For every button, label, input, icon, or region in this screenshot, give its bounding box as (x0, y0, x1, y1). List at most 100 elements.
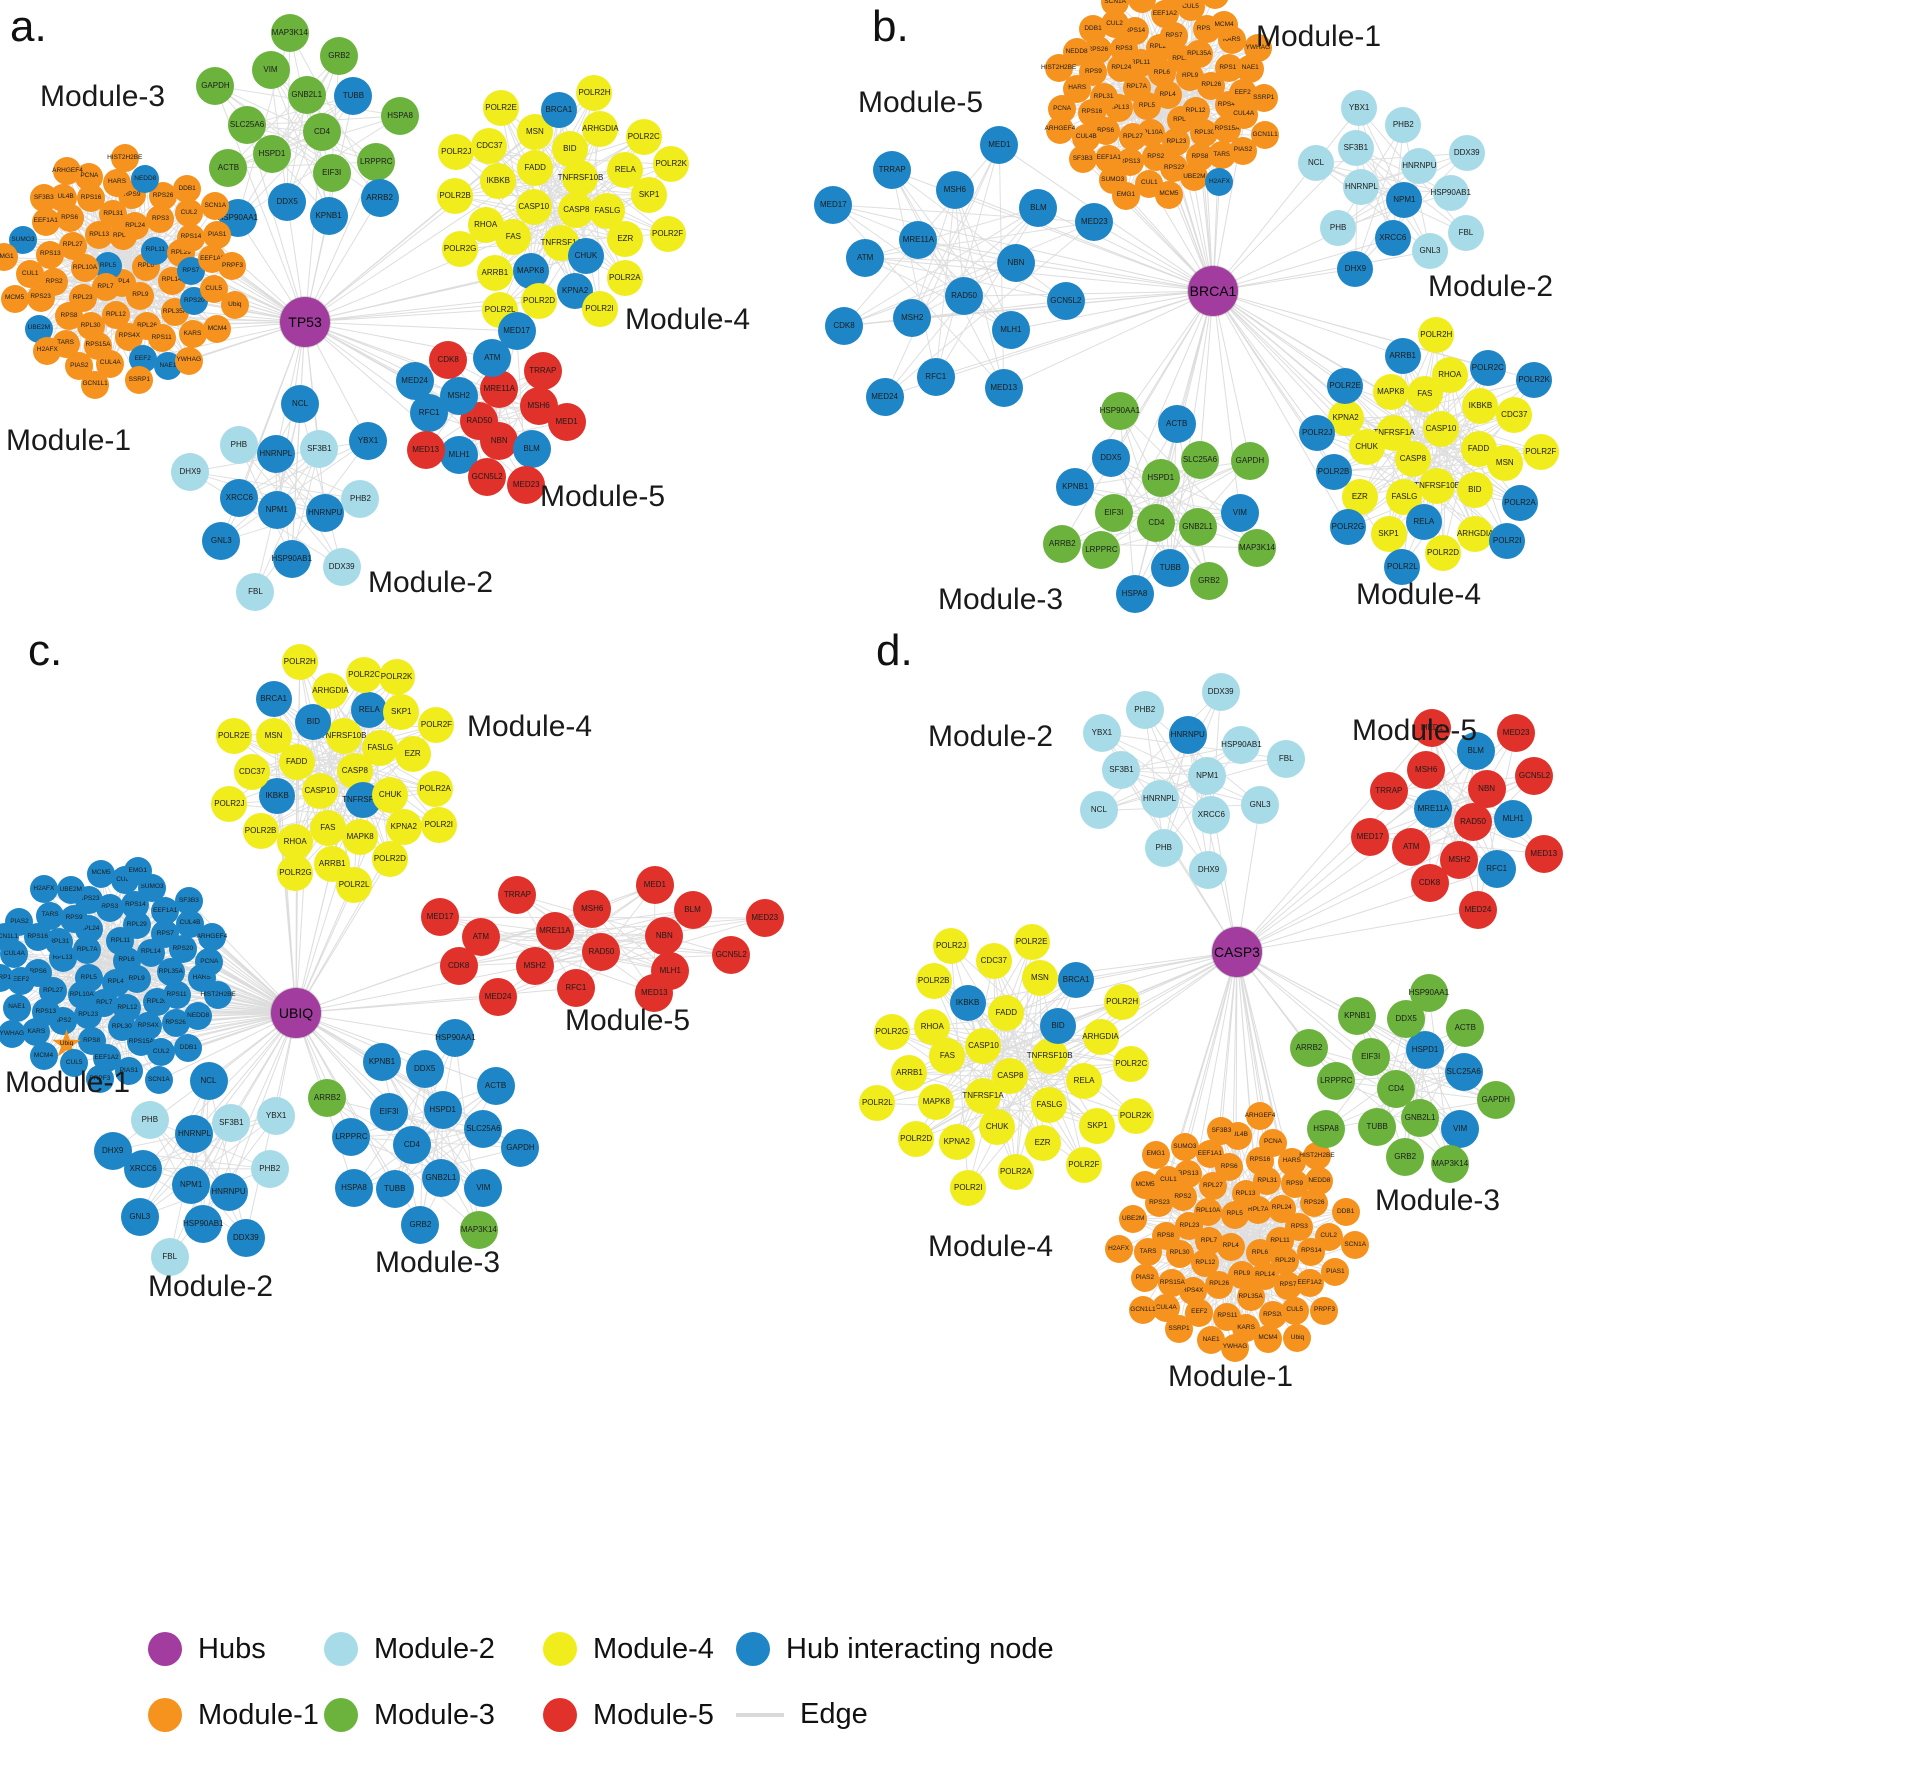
node-CD4[interactable]: CD4 (1137, 504, 1176, 543)
node-MSH6[interactable]: MSH6 (1407, 750, 1446, 789)
node-RFC1[interactable]: RFC1 (1477, 850, 1516, 889)
node-ARHGEF4[interactable]: ARHGEF4 (52, 157, 83, 186)
node-CUL1[interactable]: CUL1 (16, 260, 45, 289)
node-GNL3[interactable]: GNL3 (1411, 233, 1448, 270)
node-POLR2K[interactable]: POLR2K (653, 146, 690, 183)
node-CD4[interactable]: CD4 (392, 1125, 431, 1164)
node-GAPDH[interactable]: GAPDH (1476, 1081, 1515, 1120)
node-ARHGDIA[interactable]: ARHGDIA (1457, 515, 1493, 552)
node-KPNA2[interactable]: KPNA2 (938, 1124, 975, 1161)
node-DDX39[interactable]: DDX39 (1201, 672, 1240, 711)
node-CASP10[interactable]: CASP10 (515, 189, 552, 226)
node-FADD[interactable]: FADD (988, 995, 1025, 1032)
node-HNRNPU[interactable]: HNRNPU (306, 493, 345, 532)
node-BRCA1[interactable]: BRCA1 (1058, 961, 1095, 998)
node-HSPD1[interactable]: HSPD1 (252, 135, 291, 174)
node-ARRB2[interactable]: ARRB2 (1290, 1028, 1329, 1067)
node-TUBB[interactable]: TUBB (1358, 1107, 1397, 1146)
node-SKP1[interactable]: SKP1 (1370, 515, 1407, 552)
node-RPS16[interactable]: RPS16 (1078, 98, 1107, 127)
node-TRRAP[interactable]: TRRAP (1369, 771, 1408, 810)
node-POLR2B[interactable]: POLR2B (242, 813, 279, 850)
node-MRE11A[interactable]: MRE11A (480, 370, 519, 409)
node-BID[interactable]: BID (295, 703, 332, 740)
node-MED24[interactable]: MED24 (865, 377, 904, 416)
node-PIAS2[interactable]: PIAS2 (1130, 1264, 1159, 1293)
node-MCM4[interactable]: MCM4 (1253, 1324, 1282, 1353)
node-NCL[interactable]: NCL (1298, 145, 1335, 182)
node-DDB1[interactable]: DDB1 (1331, 1198, 1360, 1227)
node-EMG1[interactable]: EMG1 (1141, 1140, 1170, 1169)
node-ARRB2[interactable]: ARRB2 (360, 178, 399, 217)
node-MAP3K14[interactable]: MAP3K14 (459, 1210, 498, 1249)
node-GRB2[interactable]: GRB2 (401, 1206, 440, 1245)
node-POLR2G[interactable]: POLR2G (873, 1013, 910, 1050)
node-NEDD8[interactable]: NEDD8 (131, 164, 160, 193)
node-HNRNPL[interactable]: HNRNPL (1140, 779, 1179, 818)
node-RPL23[interactable]: RPL23 (74, 1000, 103, 1029)
node-POLR2I[interactable]: POLR2I (581, 290, 618, 327)
node-XRCC6[interactable]: XRCC6 (220, 479, 259, 518)
node-SSRP1[interactable]: SSRP1 (1249, 84, 1278, 113)
node-DHX9[interactable]: DHX9 (93, 1131, 132, 1170)
node-POLR2A[interactable]: POLR2A (1501, 484, 1538, 521)
node-MSH6[interactable]: MSH6 (935, 171, 974, 210)
node-PHB[interactable]: PHB (1144, 829, 1183, 868)
node-PIAS1[interactable]: PIAS1 (203, 220, 232, 249)
node-CUL1[interactable]: CUL1 (1154, 1166, 1183, 1195)
node-HSPA8[interactable]: HSPA8 (381, 96, 420, 135)
node-CUL2[interactable]: CUL2 (147, 1038, 176, 1067)
node-GNB2L1[interactable]: GNB2L1 (287, 75, 326, 114)
node-MAP3K14[interactable]: MAP3K14 (270, 13, 309, 52)
node-MCM5[interactable]: MCM5 (0, 284, 29, 313)
node-DDX5[interactable]: DDX5 (1091, 438, 1130, 477)
node-HSP90AA1[interactable]: HSP90AA1 (435, 1019, 476, 1058)
node-GCN5L2[interactable]: GCN5L2 (1046, 281, 1085, 320)
node-MSN[interactable]: MSN (1021, 959, 1058, 996)
node-POLR2C[interactable]: POLR2C (1469, 349, 1506, 386)
node-POLR2F[interactable]: POLR2F (1065, 1147, 1102, 1184)
node-TUBB[interactable]: TUBB (1151, 549, 1190, 588)
node-MED24[interactable]: MED24 (1458, 890, 1497, 929)
node-RPS8[interactable]: RPS8 (55, 301, 84, 330)
node-TRRAP[interactable]: TRRAP (873, 151, 912, 190)
node-HIST2H2BE[interactable]: HIST2H2BE (107, 144, 142, 173)
node-HSP90AB1[interactable]: HSP90AB1 (1221, 725, 1262, 764)
node-RELA[interactable]: RELA (1066, 1062, 1103, 1099)
node-RHOA[interactable]: RHOA (914, 1009, 951, 1046)
node-GRB2[interactable]: GRB2 (1189, 561, 1228, 600)
node-TARS[interactable]: TARS (36, 901, 65, 930)
node-PHB2[interactable]: PHB2 (341, 480, 380, 519)
node-RPS14[interactable]: RPS14 (176, 223, 205, 252)
node-MED23[interactable]: MED23 (1075, 203, 1114, 242)
node-CDK8[interactable]: CDK8 (429, 340, 468, 379)
node-HIST2H2BE[interactable]: HIST2H2BE (200, 981, 236, 1010)
node-GNL3[interactable]: GNL3 (1241, 785, 1280, 824)
node-YWHAG[interactable]: YWHAG (1220, 1333, 1249, 1362)
node-SKP1[interactable]: SKP1 (631, 176, 668, 213)
node-PHB2[interactable]: PHB2 (250, 1149, 289, 1188)
node-SF3B1[interactable]: SF3B1 (300, 429, 339, 468)
node-EMG1[interactable]: EMG1 (1111, 181, 1140, 210)
node-POLR2B[interactable]: POLR2B (915, 962, 952, 999)
node-BID[interactable]: BID (1040, 1007, 1076, 1044)
node-MAPK8[interactable]: MAPK8 (918, 1084, 955, 1121)
node-SCN1A[interactable]: SCN1A (144, 1066, 173, 1095)
node-NPM1[interactable]: NPM1 (1188, 756, 1227, 795)
node-CDC37[interactable]: CDC37 (471, 127, 508, 164)
node-BLM[interactable]: BLM (673, 891, 712, 930)
node-BRCA1[interactable]: BRCA1 (255, 680, 292, 717)
node-SF3B3[interactable]: SF3B3 (1207, 1117, 1236, 1146)
node-IKBKB[interactable]: IKBKB (949, 985, 986, 1021)
node-BLM[interactable]: BLM (1019, 188, 1058, 227)
node-GCN5L2[interactable]: GCN5L2 (1515, 756, 1554, 795)
node-Ubiq[interactable]: Ubiq (220, 291, 249, 320)
node-LRPPRC[interactable]: LRPPRC (1317, 1062, 1356, 1101)
node-ARHGEF4[interactable]: ARHGEF4 (1045, 115, 1075, 144)
node-MCM5[interactable]: MCM5 (1131, 1171, 1160, 1200)
node-GNL3[interactable]: GNL3 (202, 522, 241, 561)
node-RPL23[interactable]: RPL23 (1175, 1211, 1204, 1240)
node-DDX39[interactable]: DDX39 (322, 548, 361, 587)
node-RAD50[interactable]: RAD50 (1454, 802, 1493, 841)
node-MRE11A[interactable]: MRE11A (1414, 789, 1453, 828)
